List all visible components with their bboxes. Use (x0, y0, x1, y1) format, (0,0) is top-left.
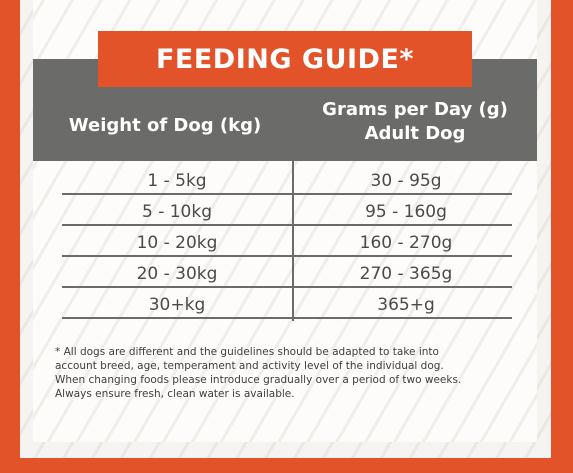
weight-cell: 10 - 20kg (136, 233, 218, 253)
grams-cell: 160 - 270g (359, 233, 453, 253)
grams-cell: 30 - 95g (370, 171, 442, 191)
table-row: 1 - 5kg 30 - 95g (62, 165, 512, 195)
grams-cell: 95 - 160g (365, 202, 447, 222)
row-divider (62, 317, 512, 319)
table-row: 10 - 20kg 160 - 270g (62, 227, 512, 257)
table-row: 20 - 30kg 270 - 365g (62, 258, 512, 288)
feeding-guide-title: FEEDING GUIDE* (98, 31, 472, 87)
table-row: 5 - 10kg 95 - 160g (62, 196, 512, 226)
grams-cell: 270 - 365g (359, 264, 453, 284)
weight-cell: 20 - 30kg (136, 264, 218, 284)
row-divider (62, 286, 512, 288)
grams-column-header-line2: Adult Dog (364, 123, 466, 144)
feeding-footnote: * All dogs are different and the guideli… (55, 345, 515, 401)
footnote-line: * All dogs are different and the guideli… (55, 346, 439, 358)
weight-cell: 30+kg (148, 295, 206, 315)
weight-cell: 5 - 10kg (141, 202, 213, 222)
row-divider (62, 255, 512, 257)
row-divider (62, 224, 512, 226)
weight-cell: 1 - 5kg (147, 171, 207, 191)
footnote-line: Always ensure fresh, clean water is avai… (55, 388, 295, 400)
grams-cell: 365+g (377, 295, 435, 315)
grams-column-header-line1: Grams per Day (g) (322, 99, 508, 120)
frame-bottom-border (0, 458, 573, 473)
footnote-line: When changing foods please introduce gra… (55, 374, 462, 386)
frame-right-border (551, 0, 573, 473)
footnote-line: account breed, age, temperament and acti… (55, 360, 444, 372)
row-divider (62, 193, 512, 195)
table-row: 30+kg 365+g (62, 289, 512, 319)
weight-column-header: Weight of Dog (kg) (68, 115, 262, 136)
column-divider (292, 161, 294, 321)
frame-left-border (0, 0, 20, 473)
grams-column-header: Grams per Day (g) Adult Dog (300, 98, 530, 146)
